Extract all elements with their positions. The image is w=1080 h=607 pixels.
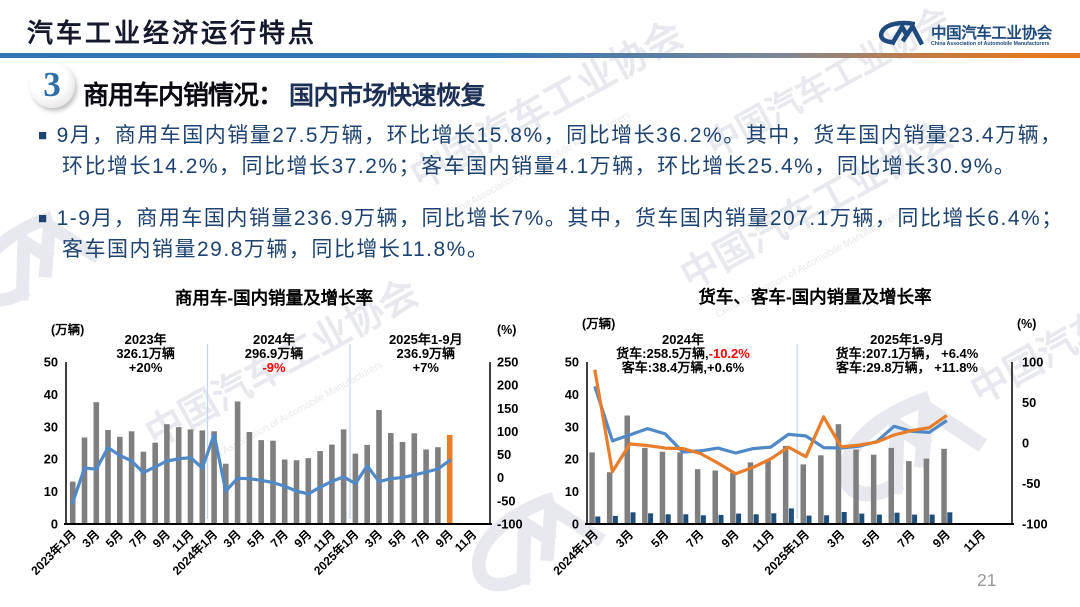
svg-text:40: 40	[565, 387, 579, 402]
svg-text:40: 40	[44, 387, 58, 402]
svg-text:货车、客车-国内销量及增长率: 货车、客车-国内销量及增长率	[698, 287, 931, 307]
svg-text:(万辆): (万辆)	[582, 316, 615, 331]
svg-text:5月: 5月	[648, 527, 671, 550]
svg-text:-100: -100	[1022, 517, 1048, 532]
svg-text:5月: 5月	[244, 527, 267, 550]
svg-text:100: 100	[1022, 355, 1043, 370]
svg-text:10: 10	[565, 484, 579, 499]
svg-text:7月: 7月	[409, 527, 432, 550]
svg-text:50: 50	[44, 355, 58, 370]
svg-text:客车:29.8万辆， +11.8%: 客车:29.8万辆， +11.8%	[836, 360, 978, 375]
svg-text:296.9万辆: 296.9万辆	[245, 346, 304, 361]
svg-text:3月: 3月	[221, 527, 244, 550]
svg-text:3月: 3月	[824, 527, 847, 550]
svg-text:0: 0	[497, 470, 504, 485]
svg-text:9月: 9月	[433, 527, 456, 550]
svg-text:11月: 11月	[750, 527, 777, 554]
svg-text:-9%: -9%	[262, 360, 286, 375]
svg-text:货车:258.5万辆,-10.2%: 货车:258.5万辆,-10.2%	[616, 346, 750, 361]
svg-text:50: 50	[497, 447, 511, 462]
svg-text:50: 50	[1022, 395, 1036, 410]
svg-text:(万辆): (万辆)	[51, 322, 84, 337]
svg-text:20: 20	[565, 452, 579, 467]
svg-text:2024年1月: 2024年1月	[550, 527, 601, 578]
svg-text:0: 0	[1022, 436, 1029, 451]
svg-text:2024年: 2024年	[662, 332, 704, 347]
svg-text:5月: 5月	[386, 527, 409, 550]
svg-text:150: 150	[497, 401, 518, 416]
svg-text:2024年: 2024年	[253, 332, 295, 347]
svg-text:2023年1月: 2023年1月	[28, 527, 79, 578]
svg-text:9月: 9月	[930, 527, 953, 550]
svg-text:20: 20	[44, 452, 58, 467]
svg-text:7月: 7月	[268, 527, 291, 550]
svg-text:(%): (%)	[1017, 317, 1036, 331]
svg-text:(%): (%)	[497, 323, 516, 337]
svg-text:-100: -100	[497, 517, 523, 532]
svg-text:-50: -50	[1022, 476, 1041, 491]
svg-text:7月: 7月	[126, 527, 149, 550]
svg-text:客车:38.4万辆,+0.6%: 客车:38.4万辆,+0.6%	[622, 360, 745, 375]
svg-text:5月: 5月	[103, 527, 126, 550]
svg-text:+7%: +7%	[413, 360, 440, 375]
svg-text:30: 30	[44, 419, 58, 434]
svg-text:250: 250	[497, 355, 518, 370]
svg-text:236.9万辆: 236.9万辆	[397, 346, 456, 361]
svg-text:5月: 5月	[859, 527, 882, 550]
svg-text:商用车-国内销量及增长率: 商用车-国内销量及增长率	[175, 288, 373, 308]
svg-text:30: 30	[565, 419, 579, 434]
svg-text:2025年1-9月: 2025年1-9月	[870, 332, 944, 347]
svg-text:50: 50	[565, 355, 579, 370]
svg-text:9月: 9月	[719, 527, 742, 550]
svg-text:0: 0	[572, 517, 579, 532]
svg-text:2025年1-9月: 2025年1-9月	[389, 332, 463, 347]
svg-text:11月: 11月	[452, 527, 479, 554]
svg-text:2023年: 2023年	[125, 332, 167, 347]
svg-text:3月: 3月	[362, 527, 385, 550]
svg-text:11月: 11月	[961, 527, 988, 554]
svg-text:200: 200	[497, 378, 518, 393]
svg-text:10: 10	[44, 484, 58, 499]
svg-text:货车:207.1万辆， +6.4%: 货车:207.1万辆， +6.4%	[836, 346, 979, 361]
svg-text:100: 100	[497, 424, 518, 439]
svg-text:9月: 9月	[150, 527, 173, 550]
svg-text:3月: 3月	[79, 527, 102, 550]
svg-text:21: 21	[977, 570, 996, 590]
svg-text:326.1万辆: 326.1万辆	[116, 346, 175, 361]
svg-text:-50: -50	[497, 493, 516, 508]
svg-text:7月: 7月	[895, 527, 918, 550]
svg-text:9月: 9月	[291, 527, 314, 550]
svg-text:+20%: +20%	[129, 360, 163, 375]
svg-text:7月: 7月	[683, 527, 706, 550]
svg-text:3月: 3月	[613, 527, 636, 550]
svg-text:0: 0	[51, 517, 58, 532]
svg-text:中国汽车工业协会: 中国汽车工业协会	[931, 23, 1053, 42]
svg-text:China Association of Automobil: China Association of Automobile Manufact…	[931, 41, 1049, 47]
